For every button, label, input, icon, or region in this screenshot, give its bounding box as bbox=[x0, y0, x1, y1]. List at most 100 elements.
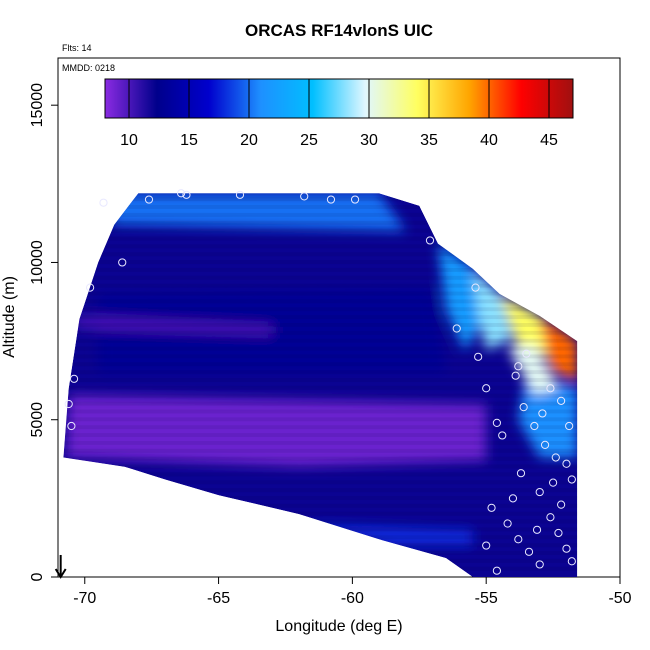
flight-point bbox=[300, 192, 309, 201]
field-band bbox=[63, 267, 578, 272]
flight-point bbox=[538, 409, 547, 418]
flight-point bbox=[498, 431, 507, 440]
field-band bbox=[63, 472, 578, 477]
flight-point bbox=[546, 384, 555, 393]
colorbar-tick-label: 30 bbox=[360, 132, 378, 149]
field-band bbox=[63, 551, 578, 555]
field-base bbox=[63, 193, 578, 578]
flight-point bbox=[64, 399, 73, 409]
flight-point bbox=[235, 190, 245, 199]
x-axis-label: Longitude (deg E) bbox=[275, 618, 402, 635]
flight-point bbox=[562, 459, 571, 468]
y-tick-label: 10000 bbox=[29, 240, 46, 285]
flight-point bbox=[452, 324, 461, 333]
field-region bbox=[499, 293, 548, 357]
field-band bbox=[63, 362, 578, 367]
field-band bbox=[63, 425, 578, 430]
arrow-marker bbox=[54, 554, 67, 579]
flight-point bbox=[425, 236, 435, 245]
field-band bbox=[63, 566, 578, 571]
field-band bbox=[63, 385, 578, 390]
flight-point bbox=[567, 557, 576, 566]
flight-point bbox=[471, 283, 480, 292]
flight-point bbox=[99, 198, 108, 207]
colorbar-tick-label: 25 bbox=[300, 132, 318, 149]
field-region bbox=[438, 243, 492, 351]
flight-points bbox=[64, 189, 576, 575]
flight-point bbox=[557, 500, 566, 509]
field-band bbox=[63, 511, 578, 516]
flight-point bbox=[326, 195, 336, 204]
flights-annotation: Flts: 14 bbox=[62, 43, 92, 53]
colorbar-tick-label: 20 bbox=[240, 132, 258, 149]
y-axis-label: Altitude (m) bbox=[1, 276, 18, 358]
field-band bbox=[63, 260, 578, 265]
field-band bbox=[63, 480, 578, 485]
colorbar-tick-label: 10 bbox=[120, 132, 138, 149]
flight-point bbox=[524, 547, 534, 556]
arrow-head bbox=[54, 568, 67, 579]
flight-point bbox=[118, 258, 127, 267]
flight-point bbox=[350, 195, 360, 204]
field-band bbox=[63, 236, 578, 241]
flight-point bbox=[86, 283, 95, 292]
flight-point bbox=[516, 469, 526, 478]
field-band bbox=[63, 220, 578, 225]
flight-point bbox=[567, 475, 576, 484]
field-region bbox=[518, 372, 578, 458]
field-band bbox=[63, 535, 578, 540]
flight-point bbox=[508, 494, 518, 503]
field-band bbox=[63, 307, 578, 312]
y-tick-label: 5000 bbox=[29, 402, 46, 438]
field-band bbox=[63, 440, 578, 445]
field-band bbox=[63, 205, 578, 209]
x-axis: -70 -65 -60 -55 -50 bbox=[73, 577, 632, 607]
colorbar-tick-label: 45 bbox=[540, 132, 558, 149]
flight-point bbox=[69, 374, 79, 383]
field-band bbox=[63, 417, 578, 422]
x-tick-label: -70 bbox=[73, 590, 96, 607]
field-band bbox=[63, 275, 578, 280]
field-band bbox=[63, 409, 578, 414]
flight-point bbox=[554, 528, 563, 538]
field-band bbox=[63, 228, 578, 233]
flight-point bbox=[514, 362, 523, 371]
flight-point bbox=[492, 566, 501, 575]
field-band bbox=[58, 189, 620, 193]
field-band bbox=[63, 393, 578, 398]
field-band bbox=[63, 244, 578, 249]
flight-point bbox=[487, 503, 496, 512]
flight-point bbox=[530, 421, 539, 431]
field-band bbox=[63, 503, 578, 508]
flight-point bbox=[511, 371, 520, 380]
field-band bbox=[63, 496, 578, 500]
field-band bbox=[63, 252, 578, 257]
flight-point bbox=[503, 519, 512, 528]
field-band bbox=[63, 527, 578, 532]
field-band bbox=[63, 378, 578, 382]
flight-point bbox=[492, 418, 501, 427]
flight-point bbox=[177, 189, 186, 198]
colorbar: 10 15 20 25 30 35 40 45 bbox=[104, 78, 574, 149]
flight-point bbox=[540, 440, 550, 449]
field-band bbox=[63, 401, 578, 406]
field-band bbox=[63, 543, 578, 548]
flight-point bbox=[182, 190, 191, 199]
field-region bbox=[472, 268, 513, 351]
field-band bbox=[63, 456, 578, 461]
field-band bbox=[63, 315, 578, 320]
colorbar-tick-label: 15 bbox=[180, 132, 198, 149]
field-band bbox=[63, 299, 578, 304]
field-band bbox=[63, 464, 578, 469]
field-band bbox=[63, 558, 578, 563]
field-region bbox=[539, 315, 578, 382]
field-band bbox=[63, 433, 578, 438]
flight-point bbox=[548, 478, 558, 487]
flight-point bbox=[557, 396, 566, 405]
chart-title: ORCAS RF14vlonS UIC bbox=[245, 21, 433, 40]
flight-point bbox=[562, 544, 571, 553]
plot-frame bbox=[57, 57, 621, 578]
x-tick-label: -55 bbox=[475, 590, 498, 607]
field-band bbox=[63, 519, 578, 524]
